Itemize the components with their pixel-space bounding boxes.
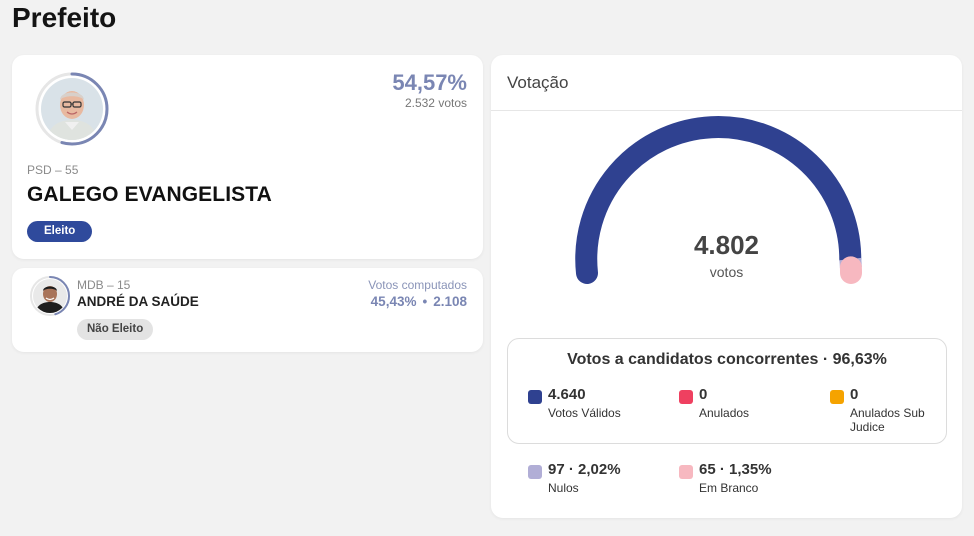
stat-value: 4.640	[548, 386, 586, 403]
winner-percent: 54,57%	[392, 70, 467, 95]
second-avatar	[29, 275, 71, 317]
voting-gauge	[575, 116, 862, 284]
stat-votos-validos: 4.640 Votos Válidos	[528, 386, 658, 426]
page-title: Prefeito	[12, 2, 117, 33]
stat-value: 65 · 1,35%	[699, 461, 772, 478]
elected-badge: Eleito	[27, 221, 93, 242]
total-votes: 4.802	[693, 230, 760, 260]
total-votes-unit: votos	[709, 264, 744, 280]
winner-candidate-card[interactable]: 54,57% 2.532 votos PSD – 55 GALEGO EVANG…	[12, 55, 483, 259]
winner-avatar	[34, 71, 110, 147]
stat-label: Votos Válidos	[548, 406, 621, 420]
winner-name: GALEGO EVANGELISTA	[27, 183, 272, 206]
legend-swatch-anulados	[679, 390, 693, 404]
second-party: MDB – 15	[77, 278, 131, 292]
legend-swatch-nulos	[528, 465, 542, 479]
stat-value: 0	[850, 386, 859, 403]
second-photo	[33, 279, 67, 313]
second-votes: 2.108	[433, 294, 467, 309]
gauge-valid-arc	[575, 116, 862, 284]
stat-em-branco: 65 · 1,35% Em Branco	[679, 461, 809, 501]
stat-value: 0	[699, 386, 708, 403]
stat-value: 97 · 2,02%	[548, 461, 621, 478]
legend-swatch-branco	[679, 465, 693, 479]
winner-votes: 2.532 votos	[404, 96, 467, 110]
stat-label: Nulos	[548, 481, 579, 495]
winner-party: PSD – 55	[27, 163, 79, 177]
voting-card: Votação 4.802 votos Votos a candidatos c…	[491, 55, 962, 518]
stat-label: Anulados	[699, 406, 750, 420]
legend-swatch-validos	[528, 390, 542, 404]
computed-votes-values: 45,43% • 2.108	[371, 294, 467, 309]
voting-title: Votação	[507, 73, 569, 92]
winner-photo	[41, 78, 103, 140]
computed-votes-label: Votos computados	[368, 278, 467, 292]
voting-card-header: Votação	[491, 55, 962, 111]
not-elected-badge: Não Eleito	[77, 319, 154, 340]
second-percent: 45,43%	[370, 294, 417, 309]
legend-swatch-sub-judice	[830, 390, 844, 404]
second-candidate-card[interactable]: MDB – 15 ANDRÉ DA SAÚDE Votos computados…	[12, 268, 483, 352]
stat-anulados: 0 Anulados	[679, 386, 809, 426]
second-name: ANDRÉ DA SAÚDE	[77, 294, 199, 309]
separator-dot: •	[422, 294, 428, 309]
valid-votes-title: Votos a candidatos concorrentes · 96,63%	[567, 351, 887, 368]
stat-nulos: 97 · 2,02% Nulos	[528, 461, 658, 501]
stat-anulados-sub-judice: 0 Anulados Sub Judice	[830, 386, 942, 438]
valid-votes-box: Votos a candidatos concorrentes · 96,63%…	[507, 338, 947, 444]
stat-label: Em Branco	[699, 481, 759, 495]
stat-label: Anulados Sub Judice	[850, 406, 925, 434]
